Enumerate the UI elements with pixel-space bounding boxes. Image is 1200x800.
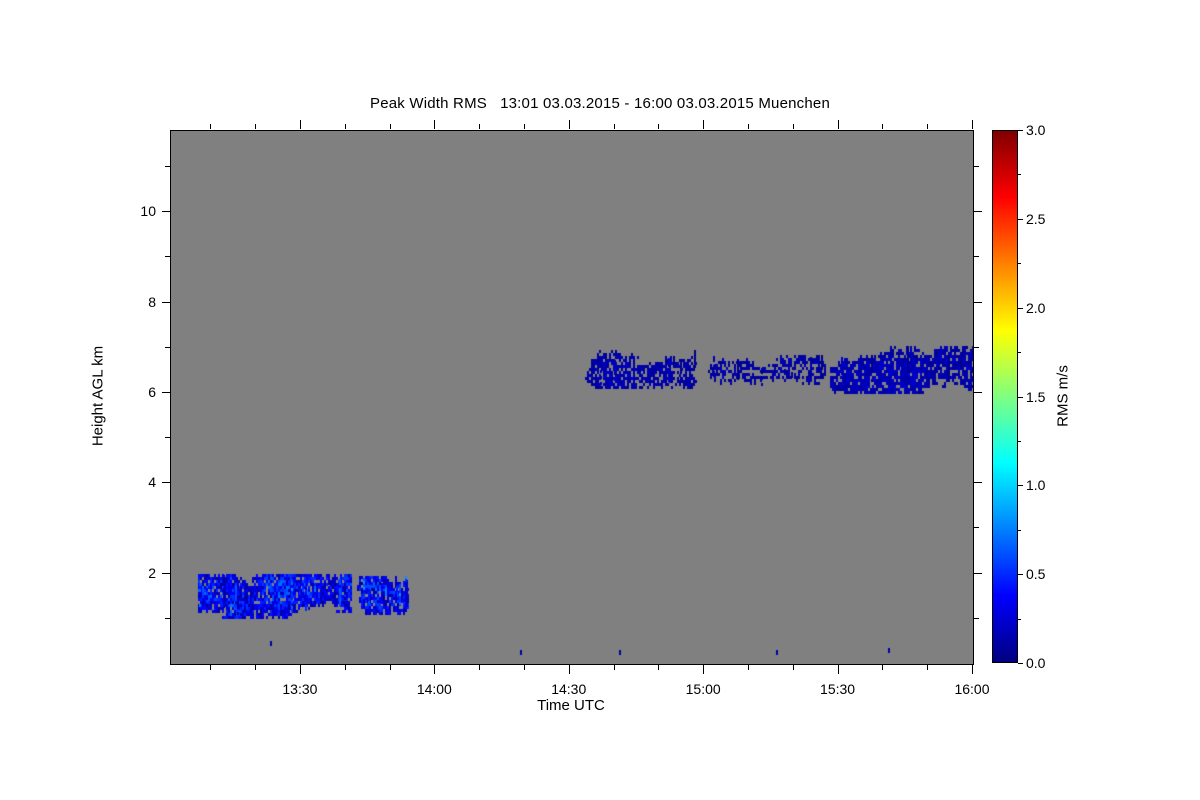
y-tick-major-right xyxy=(974,572,982,574)
x-tick-major-top xyxy=(972,120,973,129)
x-tick-label: 14:00 xyxy=(416,681,452,697)
x-tick-minor xyxy=(389,665,391,670)
y-tick-minor-right xyxy=(974,617,979,619)
x-axis-title: Time UTC xyxy=(537,697,605,714)
y-tick-minor xyxy=(165,166,170,168)
x-tick-minor-top xyxy=(927,124,929,129)
x-tick-major xyxy=(434,665,436,674)
x-tick-major xyxy=(568,665,570,674)
x-tick-major-top xyxy=(568,120,570,129)
x-tick-minor-top xyxy=(479,124,481,129)
x-tick-minor xyxy=(255,665,257,670)
colorbar-tick-label: 0.5 xyxy=(1026,566,1046,583)
y-tick-minor xyxy=(165,437,170,439)
x-tick-minor-top xyxy=(747,124,749,129)
colorbar-tick-major xyxy=(1018,485,1023,487)
x-tick-minor-top xyxy=(255,124,257,129)
x-tick-major xyxy=(837,665,839,674)
y-tick-major-right xyxy=(974,482,982,484)
x-tick-minor-top xyxy=(344,124,346,129)
colorbar xyxy=(992,130,1018,663)
y-tick-major xyxy=(162,482,170,484)
colorbar-gradient xyxy=(992,130,1018,663)
x-tick-minor xyxy=(658,665,660,670)
y-tick-minor-right xyxy=(974,346,979,348)
x-tick-minor-top xyxy=(210,124,212,129)
y-tick-label: 10 xyxy=(140,203,156,220)
y-tick-label: 8 xyxy=(148,293,156,310)
colorbar-tick-label: 1.5 xyxy=(1026,388,1046,405)
x-tick-major-top xyxy=(837,120,839,129)
y-tick-major-right xyxy=(974,211,982,213)
colorbar-tick-minor xyxy=(1018,618,1021,620)
y-tick-label: 2 xyxy=(148,564,156,581)
colorbar-tick-label: 0.0 xyxy=(1026,655,1046,671)
x-tick-major xyxy=(703,665,705,674)
y-tick-major xyxy=(162,572,170,574)
x-tick-label: 13:30 xyxy=(282,681,318,697)
x-tick-label: 15:00 xyxy=(685,681,721,697)
x-tick-label: 15:30 xyxy=(820,681,856,697)
x-tick-minor xyxy=(747,665,749,670)
x-tick-minor-top xyxy=(792,124,794,129)
colorbar-tick-label: 1.0 xyxy=(1026,477,1046,494)
colorbar-tick-minor xyxy=(1018,263,1021,265)
y-tick-minor xyxy=(165,527,170,529)
x-tick-minor xyxy=(792,665,794,670)
x-tick-minor-top xyxy=(389,124,391,129)
y-tick-major xyxy=(162,211,170,213)
colorbar-tick-minor xyxy=(1018,529,1021,531)
x-tick-minor xyxy=(210,665,212,670)
y-tick-major xyxy=(162,391,170,393)
colorbar-tick-label: 2.0 xyxy=(1026,299,1046,316)
x-tick-minor xyxy=(613,665,615,670)
colorbar-tick-label: 2.5 xyxy=(1026,210,1046,227)
x-tick-minor xyxy=(344,665,346,670)
y-tick-minor-right xyxy=(974,527,979,529)
colorbar-tick-minor xyxy=(1018,440,1021,442)
colorbar-tick-label: 3.0 xyxy=(1026,122,1046,138)
x-tick-label: 16:00 xyxy=(954,681,990,697)
x-tick-major-top xyxy=(434,120,436,129)
x-tick-minor xyxy=(927,665,929,670)
y-axis-title: Height AGL km xyxy=(89,345,107,447)
x-tick-minor xyxy=(479,665,481,670)
y-tick-minor xyxy=(165,346,170,348)
colorbar-tick-minor xyxy=(1018,174,1021,176)
x-tick-major-top xyxy=(299,120,301,129)
chart-title: Peak Width RMS 13:01 03.03.2015 - 16:00 … xyxy=(369,95,830,112)
plot-area xyxy=(170,130,974,665)
colorbar-tick-major xyxy=(1018,574,1023,576)
colorbar-tick-major xyxy=(1018,218,1023,220)
x-tick-minor-top xyxy=(523,124,525,129)
y-tick-minor xyxy=(165,256,170,258)
colorbar-tick-major xyxy=(1018,130,1023,131)
y-tick-label: 4 xyxy=(148,474,156,491)
x-tick-minor xyxy=(523,665,525,670)
x-tick-minor xyxy=(882,665,884,670)
y-tick-minor-right xyxy=(974,437,979,439)
y-tick-minor-right xyxy=(974,166,979,168)
y-tick-minor xyxy=(165,617,170,619)
colorbar-tick-minor xyxy=(1018,352,1021,354)
x-tick-major xyxy=(299,665,301,674)
y-tick-major-right xyxy=(974,301,982,303)
x-tick-minor-top xyxy=(882,124,884,129)
x-tick-major-top xyxy=(703,120,705,129)
colorbar-tick-major xyxy=(1018,307,1023,309)
colorbar-tick-major xyxy=(1018,396,1023,398)
colorbar-tick-major xyxy=(1018,663,1023,664)
colorbar-title: RMS m/s xyxy=(1054,365,1072,427)
y-tick-label: 6 xyxy=(148,383,156,400)
heatmap-data-layer xyxy=(171,131,973,664)
x-tick-label: 14:30 xyxy=(551,681,587,697)
y-tick-major xyxy=(162,301,170,303)
x-tick-major xyxy=(972,665,973,674)
y-tick-major-right xyxy=(974,391,982,393)
x-tick-minor-top xyxy=(658,124,660,129)
x-tick-minor-top xyxy=(613,124,615,129)
y-tick-minor-right xyxy=(974,256,979,258)
